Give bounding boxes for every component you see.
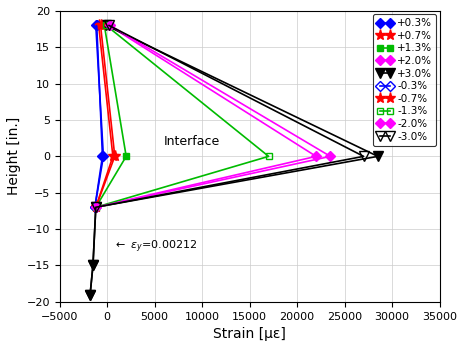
Y-axis label: Height [in.]: Height [in.] <box>7 117 21 196</box>
Legend: +0.3%, +0.7%, +1.3%, +2.0%, +3.0%, -0.3%, -0.7%, -1.3%, -2.0%, -3.0%: +0.3%, +0.7%, +1.3%, +2.0%, +3.0%, -0.3%… <box>372 14 436 146</box>
+3.0% <box>93 205 98 209</box>
-0.3% <box>94 23 100 27</box>
+0.3% <box>93 23 98 27</box>
-2.0% <box>93 205 98 209</box>
-0.7% <box>112 154 117 158</box>
X-axis label: Strain [με]: Strain [με] <box>213 327 286 341</box>
+0.3% <box>92 205 97 209</box>
-0.7% <box>98 23 103 27</box>
-3.0% <box>360 154 366 158</box>
-3.0% <box>87 292 93 296</box>
+1.3% <box>101 23 107 27</box>
+0.7% <box>96 23 101 27</box>
Line: -2.0%: -2.0% <box>92 22 333 211</box>
+2.0% <box>93 205 98 209</box>
Line: -1.3%: -1.3% <box>92 22 271 211</box>
-0.3% <box>92 205 97 209</box>
-0.7% <box>93 205 98 209</box>
Line: -3.0%: -3.0% <box>85 21 368 299</box>
Text: $\leftarrow$ $\varepsilon_y$=0.00212: $\leftarrow$ $\varepsilon_y$=0.00212 <box>113 239 197 255</box>
Line: +1.3%: +1.3% <box>92 22 129 211</box>
-2.0% <box>107 23 113 27</box>
+2.0% <box>313 154 318 158</box>
Line: +3.0%: +3.0% <box>85 21 382 299</box>
-3.0% <box>106 23 112 27</box>
+0.3% <box>100 154 106 158</box>
Line: -0.3%: -0.3% <box>91 22 106 211</box>
Line: +2.0%: +2.0% <box>92 22 319 211</box>
-3.0% <box>93 205 98 209</box>
+3.0% <box>87 292 93 296</box>
+1.3% <box>123 154 129 158</box>
-0.3% <box>100 154 105 158</box>
-2.0% <box>327 154 332 158</box>
-3.0% <box>90 263 95 268</box>
+3.0% <box>90 263 95 268</box>
Line: +0.7%: +0.7% <box>90 20 118 213</box>
Text: Interface: Interface <box>164 135 220 148</box>
+1.3% <box>93 205 98 209</box>
-1.3% <box>103 23 109 27</box>
+3.0% <box>103 23 109 27</box>
-1.3% <box>265 154 271 158</box>
+0.7% <box>110 154 115 158</box>
+0.7% <box>93 205 98 209</box>
-1.3% <box>93 205 98 209</box>
+3.0% <box>374 154 380 158</box>
Line: -0.7%: -0.7% <box>90 20 120 213</box>
+2.0% <box>106 23 112 27</box>
Line: +0.3%: +0.3% <box>91 22 106 211</box>
